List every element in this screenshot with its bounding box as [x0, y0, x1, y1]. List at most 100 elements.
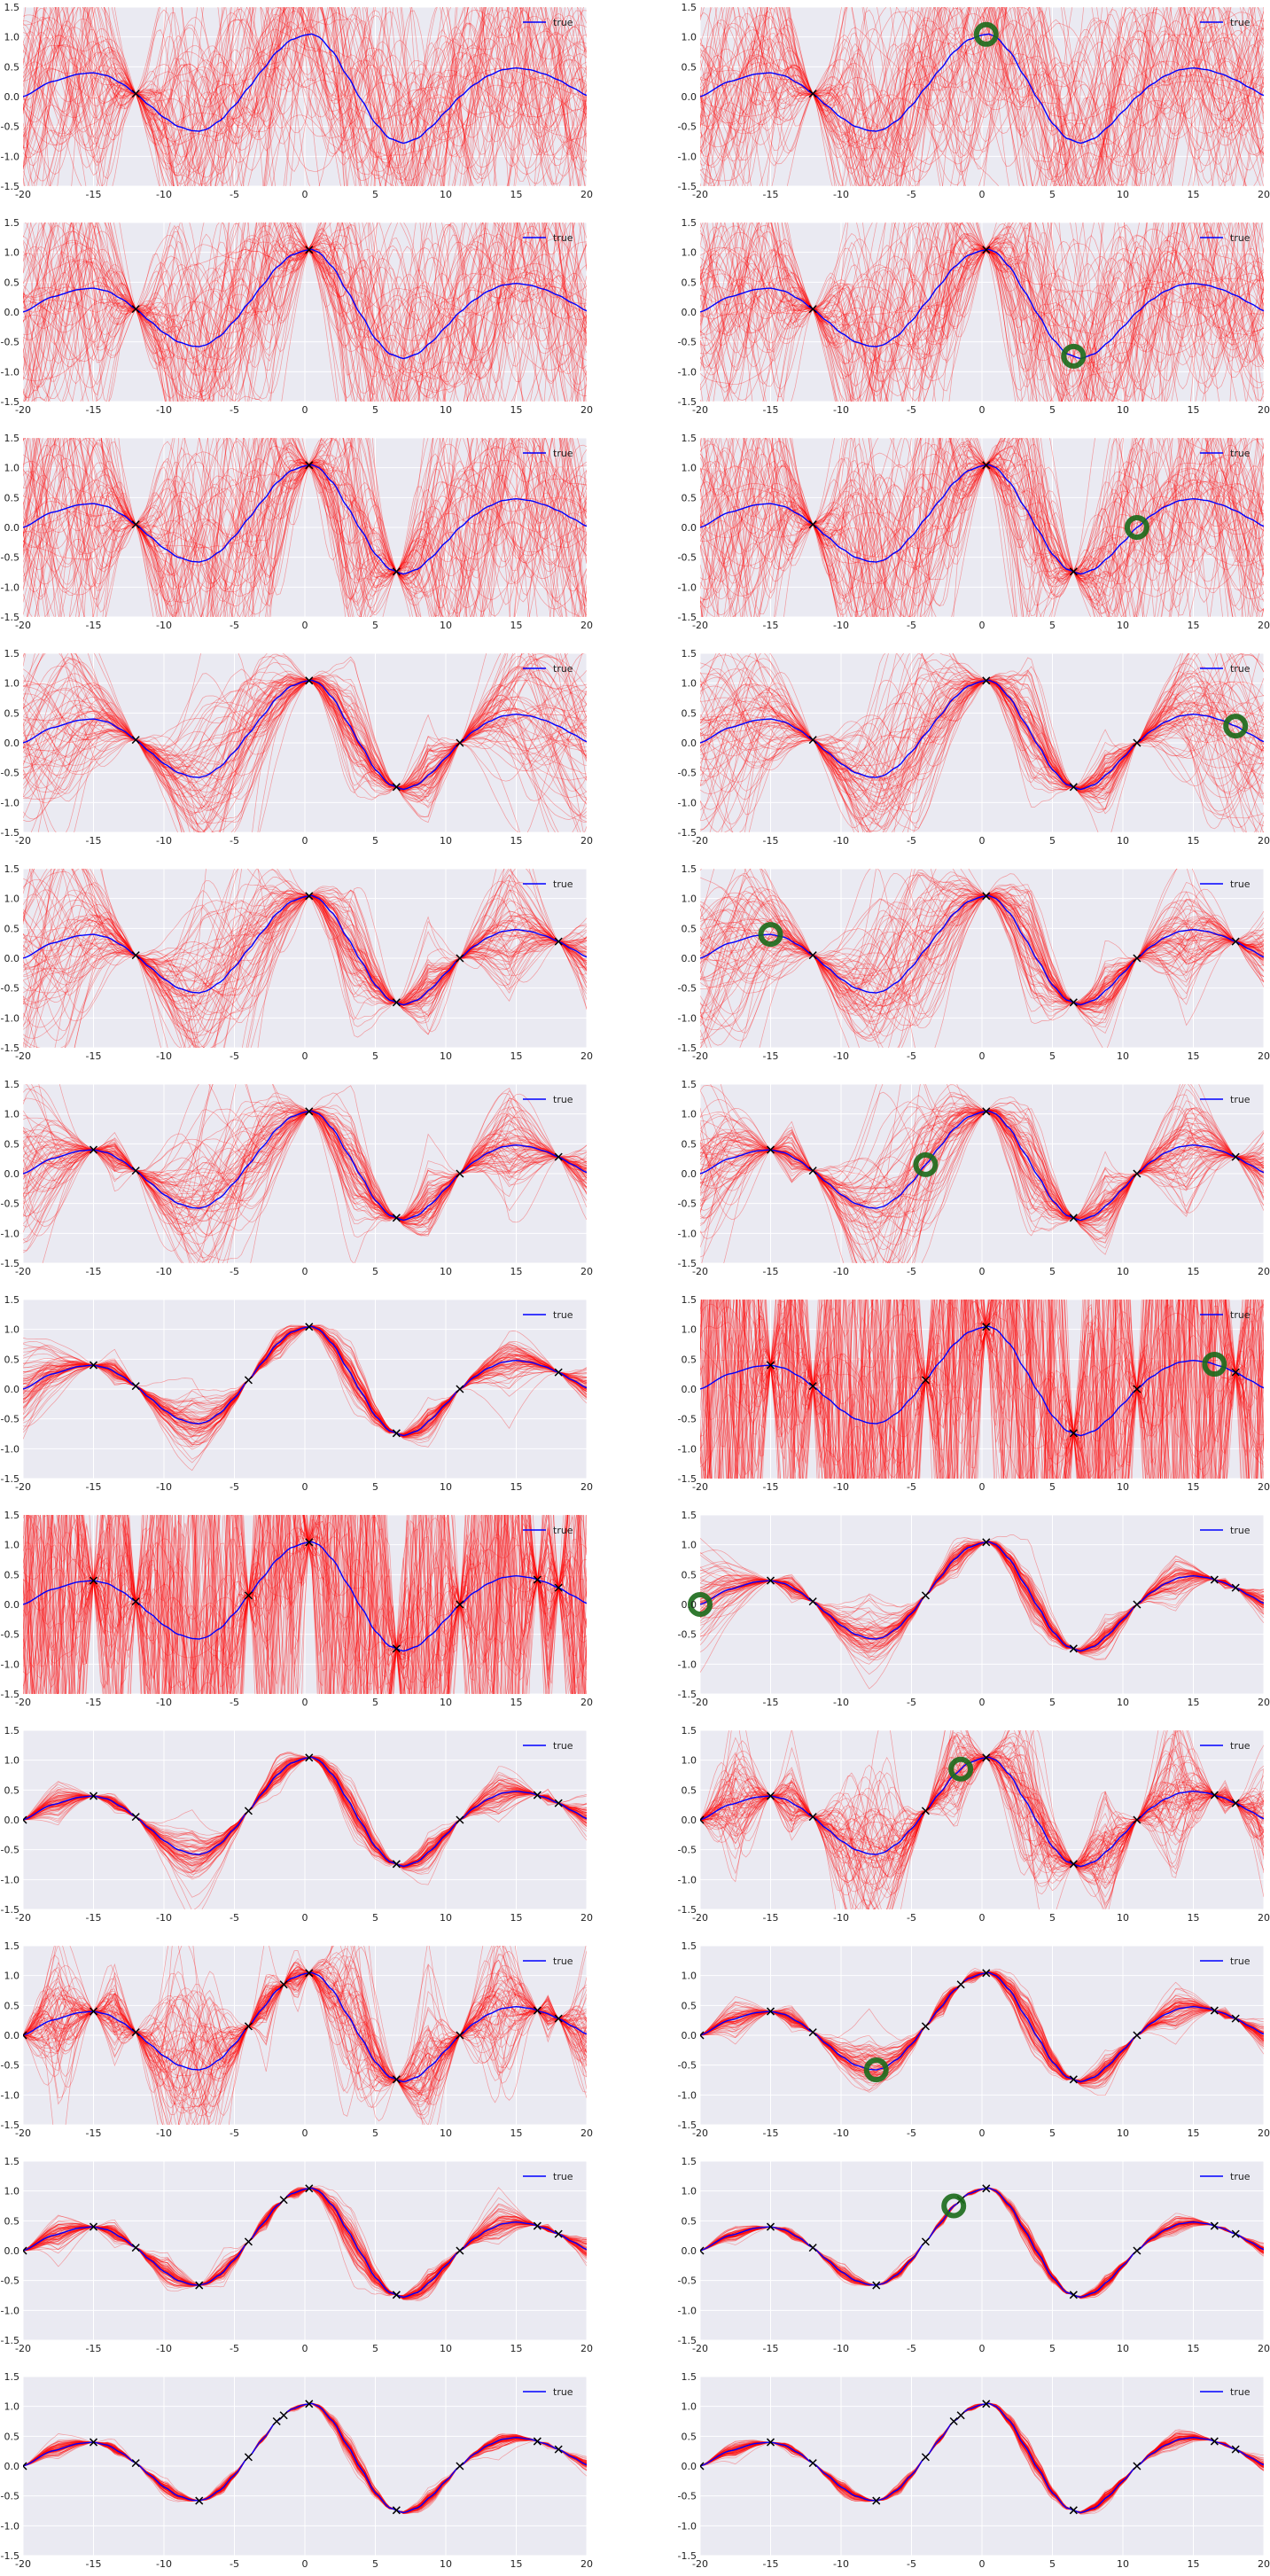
x-tick-label: 0	[979, 404, 986, 416]
x-tick-label: -10	[833, 2343, 849, 2354]
x-tick-label: -10	[156, 1912, 172, 1924]
y-tick-label: 0.0	[4, 1168, 20, 1180]
x-tick-label: 10	[1117, 2127, 1129, 2139]
y-tick-label: -0.5	[678, 768, 697, 779]
y-tick-label: 0.0	[4, 1599, 20, 1611]
x-tick-label: 20	[1258, 2343, 1270, 2354]
y-tick-label: 1.5	[682, 1510, 697, 1521]
x-tick-label: -20	[15, 1266, 31, 1277]
legend-label: true	[1230, 1740, 1251, 1752]
x-tick-label: 5	[1049, 404, 1056, 416]
y-tick-label: 0.0	[4, 522, 20, 534]
y-tick-label: 0.5	[682, 2431, 697, 2442]
x-tick-label: -20	[15, 1050, 31, 1062]
y-tick-label: 0.0	[682, 953, 697, 964]
y-tick-label: -1.0	[678, 582, 697, 593]
x-tick-label: -20	[15, 2558, 31, 2570]
y-tick-label: 1.0	[682, 894, 697, 905]
y-tick-label: -1.0	[678, 2305, 697, 2316]
x-tick-label: -10	[833, 1697, 849, 1708]
y-tick-label: -0.5	[1, 2491, 19, 2502]
panel-17: true-1.5-1.0-0.50.00.51.01.5-20 -15 -10 -5 0…	[1, 1725, 593, 1924]
y-tick-label: 0.0	[4, 91, 20, 103]
x-tick-label: 15	[510, 1050, 523, 1062]
x-tick-label: 5	[372, 1912, 378, 1924]
x-tick-label: -5	[907, 1697, 916, 1708]
y-tick-label: 1.0	[4, 1540, 20, 1551]
y-tick-label: 1.5	[682, 2, 697, 13]
x-tick-label: 20	[1258, 1697, 1270, 1708]
x-tick-label: 20	[580, 620, 593, 631]
x-tick-label: 10	[440, 2343, 452, 2354]
x-tick-label: 0	[302, 2558, 308, 2570]
x-tick-label: -20	[692, 1481, 708, 1493]
x-tick-label: -20	[692, 835, 708, 847]
x-tick-label: 20	[1258, 2558, 1270, 2570]
legend-label: true	[553, 1740, 573, 1752]
x-tick-label: -15	[86, 189, 102, 200]
y-tick-label: -1.0	[1, 2305, 19, 2316]
y-tick-label: -0.5	[678, 2275, 697, 2287]
x-tick-label: 5	[1049, 1912, 1056, 1924]
x-tick-label: -20	[692, 620, 708, 631]
x-tick-label: -5	[230, 835, 239, 847]
x-tick-label: 5	[1049, 1266, 1056, 1277]
x-tick-label: 20	[1258, 2127, 1270, 2139]
x-tick-label: -5	[230, 2343, 239, 2354]
legend-label: true	[1230, 448, 1251, 459]
y-tick-label: -0.5	[678, 1629, 697, 1641]
y-tick-label: 0.0	[682, 1384, 697, 1395]
x-tick-label: 0	[979, 1697, 986, 1708]
y-tick-label: 0.0	[682, 2245, 697, 2257]
y-tick-label: -0.5	[1, 1629, 19, 1641]
x-tick-label: -15	[86, 1266, 102, 1277]
y-tick-label: 1.0	[682, 463, 697, 474]
y-tick-label: 0.5	[4, 1138, 20, 1150]
y-tick-label: 0.5	[682, 2000, 697, 2011]
x-tick-label: 5	[372, 2343, 378, 2354]
x-tick-label: 15	[510, 835, 523, 847]
y-tick-label: -0.5	[678, 1414, 697, 1425]
x-tick-label: 10	[440, 1481, 452, 1493]
legend-label: true	[553, 1094, 573, 1105]
y-tick-label: -0.5	[1, 1414, 19, 1425]
x-tick-label: 0	[979, 620, 986, 631]
y-tick-label: 1.0	[4, 894, 20, 905]
x-tick-label: -15	[86, 1050, 102, 1062]
x-tick-label: 15	[1188, 1481, 1200, 1493]
legend-label: true	[1230, 1955, 1251, 1967]
y-tick-label: 1.0	[4, 2401, 20, 2413]
x-tick-label: 10	[1117, 1481, 1129, 1493]
x-tick-label: 15	[1188, 189, 1200, 200]
x-tick-label: 5	[1049, 2127, 1056, 2139]
legend-label: true	[553, 878, 573, 890]
x-tick-label: 0	[302, 2343, 308, 2354]
legend-label: true	[553, 1955, 573, 1967]
y-tick-label: 1.0	[4, 1324, 20, 1336]
x-tick-label: 5	[1049, 2558, 1056, 2570]
x-tick-label: -20	[692, 2558, 708, 2570]
x-tick-label: 15	[510, 2343, 523, 2354]
x-tick-label: 15	[510, 620, 523, 631]
x-tick-label: 0	[979, 2558, 986, 2570]
x-tick-label: 0	[302, 1481, 308, 1493]
x-tick-label: 10	[1117, 1697, 1129, 1708]
y-tick-label: -1.0	[678, 2520, 697, 2532]
x-tick-label: 10	[1117, 2343, 1129, 2354]
x-tick-label: 15	[1188, 620, 1200, 631]
x-tick-label: 0	[979, 2343, 986, 2354]
y-tick-label: 1.0	[682, 1755, 697, 1767]
legend-label: true	[1230, 878, 1251, 890]
x-tick-label: 20	[580, 1912, 593, 1924]
x-tick-label: 15	[510, 2558, 523, 2570]
y-tick-label: 0.5	[4, 923, 20, 934]
x-tick-label: 5	[1049, 1697, 1056, 1708]
x-tick-label: 20	[1258, 404, 1270, 416]
x-tick-label: -20	[15, 2343, 31, 2354]
x-tick-label: 10	[1117, 404, 1129, 416]
legend-label: true	[553, 1525, 573, 1536]
x-tick-label: -15	[763, 1912, 779, 1924]
x-tick-label: 20	[580, 1481, 593, 1493]
x-tick-label: 20	[580, 404, 593, 416]
